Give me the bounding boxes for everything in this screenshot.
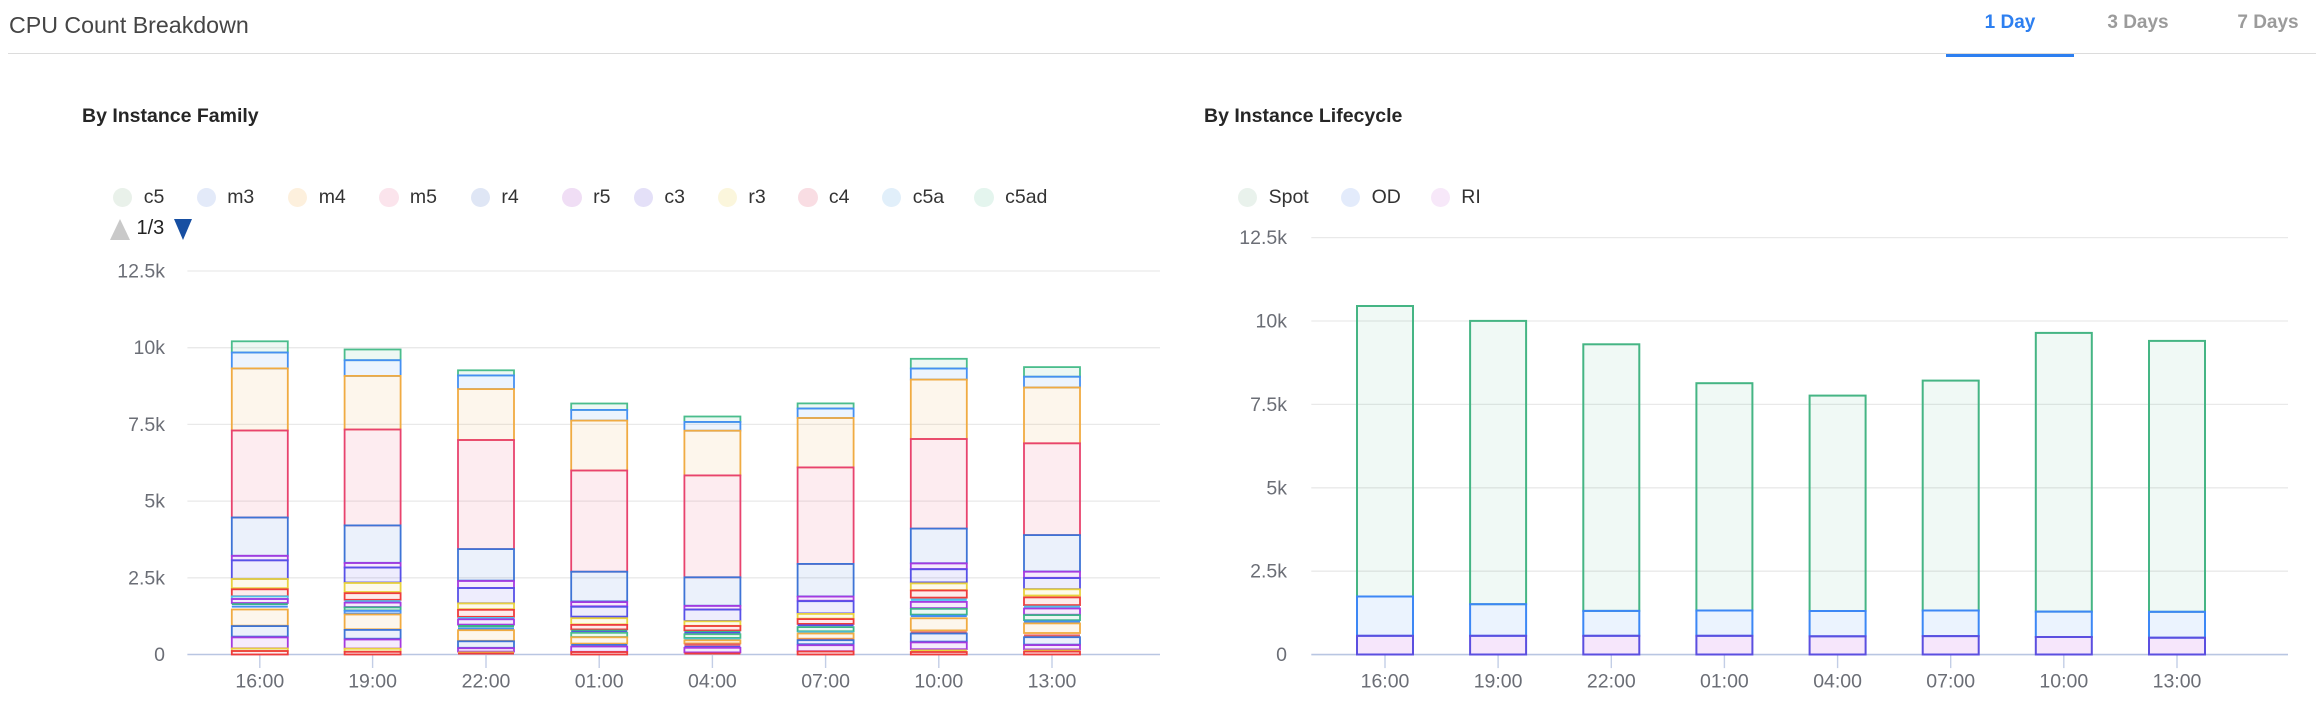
svg-text:12.5k: 12.5k xyxy=(1239,227,1287,249)
svg-text:5k: 5k xyxy=(144,491,165,513)
svg-text:22:00: 22:00 xyxy=(462,671,511,693)
svg-text:04:00: 04:00 xyxy=(688,671,737,693)
svg-text:10k: 10k xyxy=(1256,311,1288,333)
svg-text:01:00: 01:00 xyxy=(1700,671,1749,693)
svg-text:10k: 10k xyxy=(134,337,166,359)
svg-text:22:00: 22:00 xyxy=(1587,671,1636,693)
svg-text:13:00: 13:00 xyxy=(1028,671,1077,693)
svg-text:12.5k: 12.5k xyxy=(117,261,165,283)
svg-text:16:00: 16:00 xyxy=(1361,671,1410,693)
svg-text:2.5k: 2.5k xyxy=(1250,561,1287,583)
svg-text:7.5k: 7.5k xyxy=(1250,394,1287,416)
svg-text:10:00: 10:00 xyxy=(914,671,963,693)
svg-text:10:00: 10:00 xyxy=(2039,671,2088,693)
svg-text:2.5k: 2.5k xyxy=(128,567,165,589)
svg-text:16:00: 16:00 xyxy=(235,671,284,693)
svg-text:5k: 5k xyxy=(1266,477,1287,499)
svg-text:19:00: 19:00 xyxy=(348,671,397,693)
svg-text:7.5k: 7.5k xyxy=(128,414,165,436)
svg-text:07:00: 07:00 xyxy=(1926,671,1975,693)
svg-text:04:00: 04:00 xyxy=(1813,671,1862,693)
svg-text:0: 0 xyxy=(154,644,165,666)
svg-text:01:00: 01:00 xyxy=(575,671,624,693)
svg-text:13:00: 13:00 xyxy=(2153,671,2202,693)
svg-text:19:00: 19:00 xyxy=(1474,671,1523,693)
svg-text:07:00: 07:00 xyxy=(801,671,850,693)
svg-text:0: 0 xyxy=(1276,644,1287,666)
